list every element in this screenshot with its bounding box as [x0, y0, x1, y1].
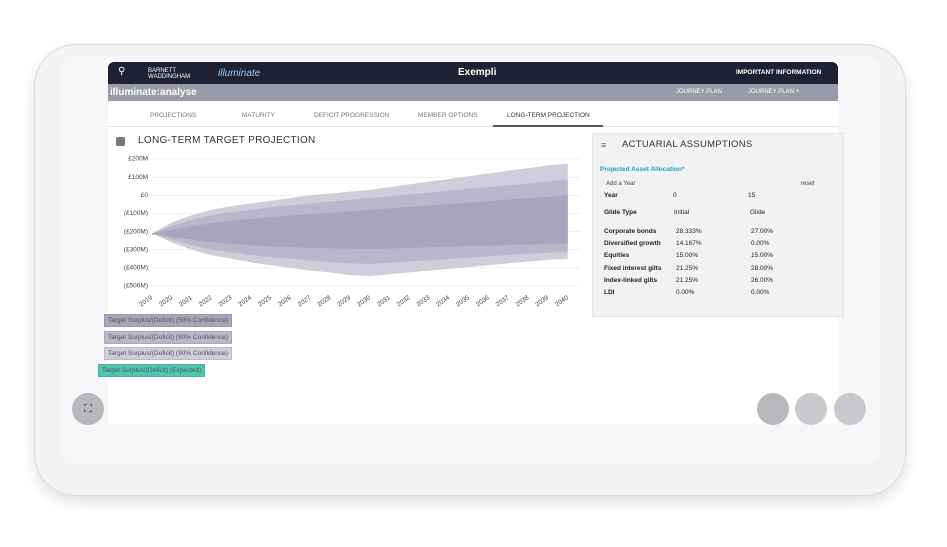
x-tick-label: 2020 — [158, 294, 174, 308]
tab[interactable]: PROJECTIONS — [150, 112, 197, 119]
x-tick-label: 2031 — [376, 294, 392, 308]
product: illuminate — [218, 68, 261, 79]
y-tick-label: £200M — [128, 156, 148, 163]
sub-bar — [108, 84, 838, 101]
x-tick-label: 2019 — [138, 294, 154, 308]
legend-item[interactable]: Target Surplus/(Deficit) (Expected) — [98, 363, 206, 377]
x-tick-label: 2023 — [217, 294, 233, 308]
x-tick-label: 2037 — [495, 294, 511, 308]
app-name: illuminate:analyse — [110, 87, 197, 98]
allocation-value: 15.00% — [751, 252, 774, 260]
top-bar — [108, 62, 838, 84]
allocation-label: Diversified growth — [604, 240, 661, 248]
allocation-label: LDI — [604, 289, 615, 296]
x-tick-label: 2035 — [455, 294, 471, 308]
x-tick-label: 2034 — [435, 294, 451, 308]
assumptions-panel — [592, 133, 844, 317]
x-tick-label: 2024 — [237, 294, 253, 308]
y-tick-label: (£300M) — [124, 246, 148, 253]
fullscreen-button[interactable]: ⛶ — [72, 393, 104, 425]
x-tick-label: 2032 — [396, 294, 412, 308]
glide-type[interactable]: Initial — [674, 209, 690, 216]
allocation-value: 0.00% — [751, 289, 770, 296]
glide-type[interactable]: Glide — [750, 209, 766, 216]
brand: BARNETT WADDINGHAM — [148, 68, 191, 80]
allocation-label: Equities — [604, 252, 630, 260]
allocation-value: 27.00% — [751, 228, 774, 235]
glide-label: Glide Type — [604, 209, 637, 216]
x-tick-label: 2030 — [356, 294, 372, 308]
tab[interactable]: MEMBER OPTIONS — [418, 112, 478, 119]
x-tick-label: 2036 — [475, 294, 491, 308]
allocation-value: 0.00% — [751, 240, 770, 248]
x-tick-label: 2021 — [178, 294, 194, 308]
x-tick-label: 2033 — [415, 294, 431, 308]
allocation-label: Corporate bonds — [604, 228, 657, 235]
x-tick-label: 2028 — [316, 294, 332, 308]
allocation-value: 28.333% — [676, 228, 702, 235]
x-tick-label: 2029 — [336, 294, 352, 308]
x-tick-label: 2038 — [514, 294, 530, 308]
y-tick-label: (£500M) — [124, 283, 148, 290]
legend-item[interactable]: Target Surplus/(Deficit) (90% Confidence… — [104, 347, 232, 360]
tab-line — [108, 126, 838, 127]
y-tick-label: (£400M) — [124, 265, 148, 272]
y-tick-label: £100M — [128, 174, 148, 181]
legend-item[interactable]: Target Surplus/(Deficit) (80% Confidence… — [104, 330, 232, 344]
journey-link[interactable]: JOURNEY PLAN + — [748, 89, 800, 95]
x-tick-label: 2022 — [198, 294, 214, 308]
active-tab-underline — [493, 125, 603, 127]
year-label: Year — [604, 192, 618, 199]
x-tick-label: 2039 — [534, 294, 550, 308]
y-tick-label: (£200M) — [124, 228, 148, 235]
year: 15 — [748, 192, 756, 199]
x-tick-label: 2026 — [277, 294, 293, 308]
app-title: Exempli — [458, 67, 497, 78]
y-tick-label: £0 — [141, 192, 149, 199]
chart-icon — [116, 137, 125, 146]
tab[interactable]: LONG-TERM PROJECTION — [507, 112, 590, 119]
add-year[interactable]: Add a Year — [606, 181, 636, 187]
legend-item[interactable]: Target Surplus/(Deficit) (50% Confidence… — [104, 314, 232, 327]
assumptions-icon: ≡ — [601, 140, 607, 150]
assumptions-subtitle: Projected Asset Allocation* — [600, 166, 685, 173]
list-button[interactable] — [795, 393, 827, 425]
assumptions-title: ACTUARIAL ASSUMPTIONS — [622, 139, 753, 150]
allocation-value: 15.00% — [676, 252, 699, 260]
settings-button[interactable] — [834, 393, 866, 425]
chart-title: LONG-TERM TARGET PROJECTION — [138, 135, 316, 146]
x-tick-label: 2027 — [297, 294, 313, 308]
tab[interactable]: MATURITY — [242, 112, 275, 119]
info-link[interactable]: IMPORTANT INFORMATION — [736, 69, 822, 76]
x-tick-label: 2040 — [554, 294, 570, 308]
allocation-value: 26.00% — [751, 276, 774, 284]
y-tick-label: (£100M) — [124, 210, 148, 217]
confidence-band — [152, 195, 568, 249]
reset[interactable]: reset — [801, 181, 815, 187]
allocation-value: 21.25% — [676, 264, 699, 272]
allocation-value: 14.167% — [676, 240, 702, 248]
allocation-value: 28.00% — [751, 264, 774, 272]
chart-button[interactable] — [757, 393, 789, 425]
allocation-value: 21.25% — [676, 276, 699, 284]
year: 0 — [673, 192, 677, 199]
journey-link[interactable]: JOURNEY PLAN — [676, 89, 722, 95]
allocation-label: Index-linked gilts — [604, 276, 658, 284]
search-icon[interactable]: ⚲ — [118, 66, 126, 77]
x-tick-label: 2025 — [257, 294, 273, 308]
allocation-value: 0.00% — [676, 289, 695, 296]
tab[interactable]: DEFICIT PROGRESSION — [314, 112, 390, 119]
allocation-label: Fixed interest gilts — [604, 264, 662, 272]
